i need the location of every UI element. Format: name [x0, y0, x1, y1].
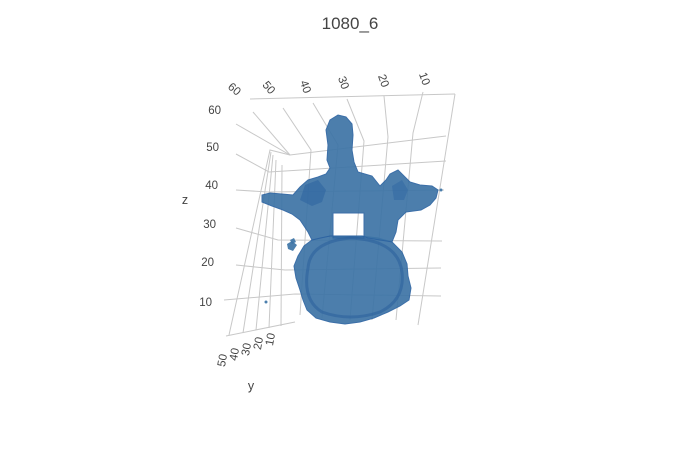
mesh-fragment: [264, 300, 268, 304]
y-tick-label: 40: [228, 347, 242, 362]
y-axis-title: y: [248, 379, 255, 393]
chart-title: 1080_6: [321, 14, 379, 33]
z-tick-label: 30: [203, 219, 216, 231]
z-tick-label: 60: [208, 105, 221, 117]
x-tick-label: 10: [416, 71, 432, 87]
mesh-fragment: [287, 241, 297, 251]
x-tick-label: 40: [297, 79, 313, 95]
y-tick-label: 50: [216, 353, 230, 368]
z-axis-title: z: [182, 193, 188, 207]
z-tick-label: 20: [201, 257, 214, 269]
x-tick-label: 30: [335, 75, 351, 91]
z-tick-label: 50: [206, 142, 219, 154]
y-axis: 10 20 30 40 50 y: [216, 332, 278, 393]
y-tick-label: 10: [264, 332, 278, 347]
x-tick-label: 50: [260, 79, 277, 97]
y-tick-label: 20: [252, 336, 266, 351]
z-axis: 10 20 30 40 50 60 z: [182, 105, 221, 309]
arch-shadow-right: [392, 180, 408, 200]
y-tick-label: 30: [240, 342, 254, 357]
z-tick-label: 40: [205, 180, 218, 192]
x-tick-label: 60: [225, 81, 243, 98]
arch-shadow-left: [300, 180, 326, 206]
vertebra-mesh[interactable]: [261, 114, 443, 325]
neural-arch: [261, 114, 439, 243]
mesh-fragment: [290, 238, 296, 244]
vertebral-body: [293, 235, 412, 325]
z-tick-label: 10: [199, 297, 212, 309]
mesh-fragment: [439, 188, 443, 192]
x-tick-label: 20: [375, 73, 391, 89]
x-axis: 10 20 30 40 50 60: [225, 71, 431, 99]
body-ring-shadow: [305, 236, 404, 319]
